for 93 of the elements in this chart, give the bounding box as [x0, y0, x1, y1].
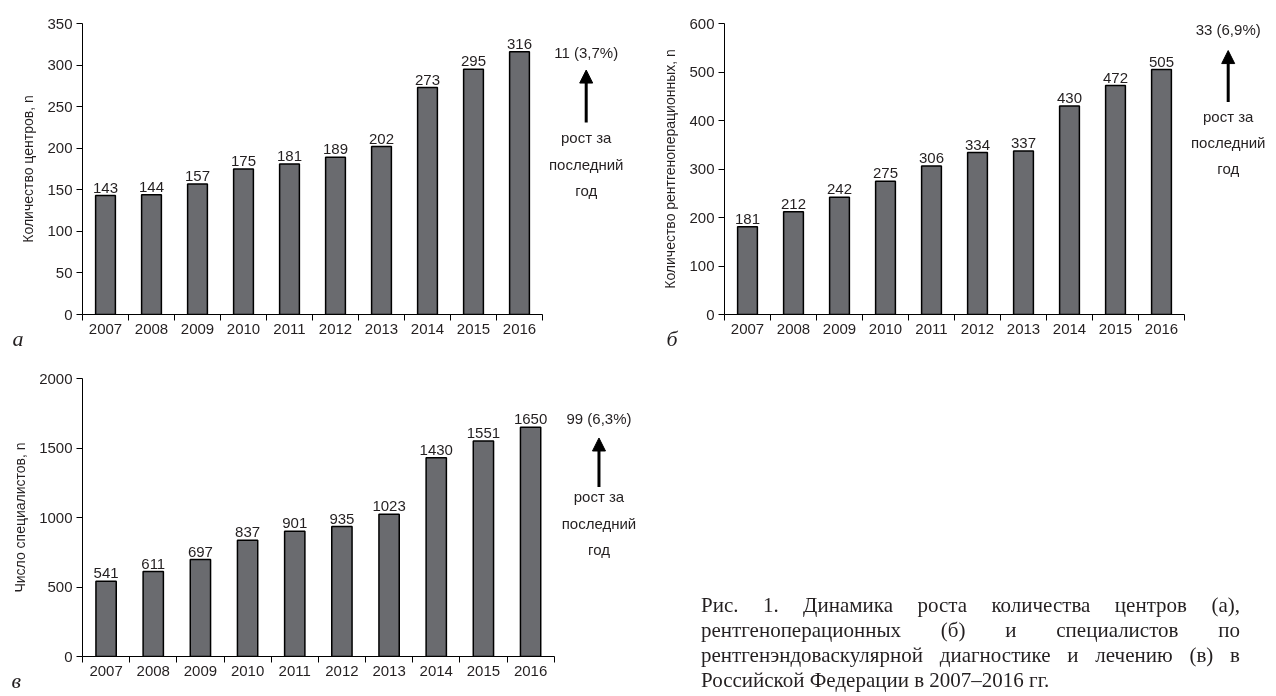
y-tick-label: 500 — [47, 578, 73, 595]
x-tick-label: 2010 — [868, 319, 903, 337]
y-tick-label: 350 — [47, 14, 73, 32]
x-tick-label: 2012 — [318, 319, 353, 337]
x-tick-label: 2010 — [226, 319, 261, 337]
x-tick-label: 2008 — [136, 661, 170, 679]
x-tick-label: 2016 — [513, 661, 548, 679]
y-tick-label: 200 — [47, 139, 73, 157]
data-label: 697 — [187, 542, 213, 560]
y-axis-title: Количество рентгеноперационных, n — [662, 49, 679, 289]
y-tick-label: 0 — [64, 647, 73, 665]
y-tick-label: 50 — [55, 263, 73, 281]
x-tick-label: 2010 — [230, 661, 265, 679]
y-tick-label: 600 — [689, 14, 715, 32]
data-label: 181 — [734, 209, 761, 227]
x-tick-label: 2015 — [1098, 319, 1133, 337]
data-label: 144 — [138, 177, 165, 195]
data-label: 316 — [506, 34, 533, 52]
x-tick-label: 2007 — [730, 319, 765, 337]
x-tick-label: 2008 — [776, 319, 811, 337]
data-label: 212 — [780, 194, 807, 212]
y-tick-label: 1500 — [39, 439, 73, 456]
data-label: 334 — [964, 135, 991, 153]
x-tick-label: 2011 — [273, 319, 306, 337]
x-tick-label: 2013 — [364, 319, 399, 337]
data-label: 837 — [235, 523, 261, 541]
x-tick-label: 2007 — [89, 661, 123, 679]
y-axis-title: Число специалистов, n — [12, 442, 29, 593]
data-label: 901 — [282, 514, 308, 532]
x-tick-label: 2007 — [88, 319, 123, 337]
y-tick-label: 100 — [47, 222, 73, 240]
x-tick-label: 2015 — [456, 319, 491, 337]
data-label: 541 — [93, 564, 119, 582]
x-tick-label: 2012 — [325, 661, 359, 679]
y-tick-label: 150 — [47, 180, 73, 198]
x-tick-label: 2014 — [419, 661, 453, 679]
y-tick-label: 500 — [689, 63, 715, 80]
x-tick-label: 2014 — [1052, 319, 1087, 337]
data-label: 275 — [872, 164, 899, 182]
x-tick-label: 2009 — [180, 319, 215, 337]
data-label: 181 — [276, 147, 303, 165]
x-tick-label: 2015 — [466, 661, 501, 679]
data-label: 273 — [414, 70, 441, 88]
text: 33 (6,9%) — [1195, 20, 1261, 38]
x-tick-label: 2009 — [822, 319, 857, 337]
data-label: 175 — [230, 152, 257, 169]
data-label: 611 — [141, 554, 166, 572]
data-label: 1650 — [513, 410, 548, 428]
data-label: 1023 — [372, 497, 406, 515]
data-label: 430 — [1056, 88, 1083, 106]
x-tick-label: 2009 — [183, 661, 218, 679]
text: а — [12, 325, 24, 351]
x-tick-label: 2012 — [960, 319, 995, 337]
data-label: 337 — [1010, 134, 1037, 152]
text: в — [11, 667, 22, 693]
x-tick-label: 2013 — [372, 661, 406, 679]
y-tick-label: 0 — [706, 305, 715, 323]
y-tick-label: 200 — [689, 208, 715, 226]
data-label: 306 — [918, 149, 945, 167]
data-label: 295 — [460, 52, 487, 70]
x-tick-label: 2011 — [915, 319, 948, 337]
data-label: 143 — [92, 178, 119, 196]
y-tick-label: 400 — [689, 111, 715, 129]
data-label: 1551 — [466, 423, 501, 441]
y-tick-label: 300 — [689, 160, 715, 177]
data-label: 505 — [1148, 52, 1175, 70]
text: 11 (3,7%) — [554, 44, 619, 62]
x-tick-label: 2013 — [1006, 319, 1041, 337]
y-tick-label: 2000 — [39, 369, 73, 387]
x-tick-label: 2016 — [502, 319, 537, 337]
y-tick-label: 300 — [47, 56, 73, 74]
x-tick-label: 2014 — [410, 319, 445, 337]
text: рост за последний год — [1190, 107, 1266, 178]
data-label: 202 — [368, 129, 395, 147]
y-tick-label: 250 — [47, 97, 73, 115]
data-label: 242 — [826, 180, 853, 198]
y-tick-label: 1000 — [39, 508, 73, 526]
y-axis-title: Количество центров, n — [20, 95, 37, 243]
data-label: 157 — [184, 166, 211, 184]
x-tick-label: 2011 — [278, 661, 311, 679]
data-label: 935 — [329, 509, 355, 527]
data-label: 189 — [322, 140, 349, 158]
x-tick-label: 2016 — [1144, 319, 1179, 337]
y-tick-label: 0 — [64, 305, 73, 323]
text: Рис. 1. Динамика роста количества центров (а), рентгеноперационных (б) и специалистов по рентгенэндоваскулярной диагностике и лечению (в) в Российской Федерации в 2007–2016 гг. — [700, 592, 1240, 693]
x-tick-label: 2008 — [134, 319, 169, 337]
text: рост за последний год — [561, 488, 637, 558]
data-label: 472 — [1102, 68, 1129, 86]
y-tick-label: 100 — [689, 257, 715, 274]
data-label: 1430 — [419, 440, 453, 458]
text: рост за последний год — [548, 129, 624, 200]
text: б — [666, 325, 679, 351]
text: 99 (6,3%) — [566, 410, 632, 428]
